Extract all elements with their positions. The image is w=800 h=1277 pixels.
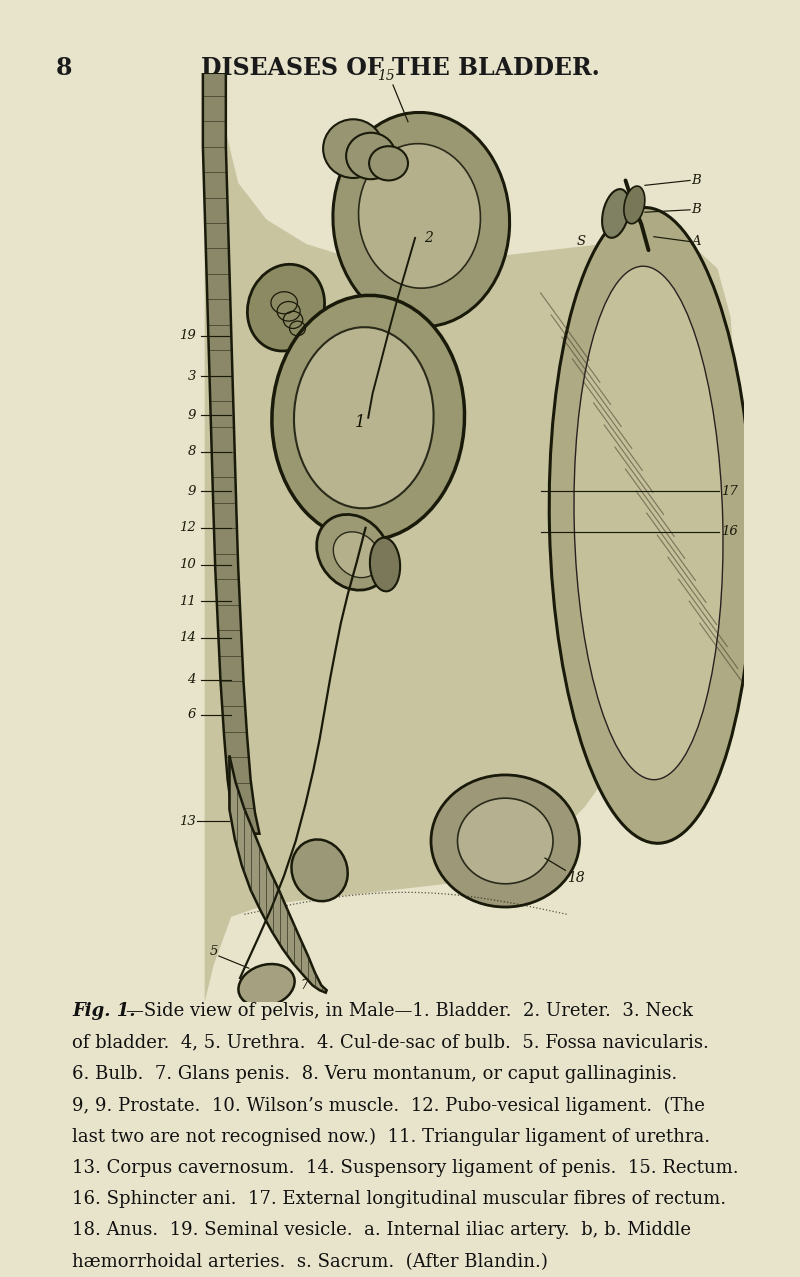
Text: 9, 9. Prostate.  10. Wilson’s muscle.  12. Pubo-vesical ligament.  (The: 9, 9. Prostate. 10. Wilson’s muscle. 12.… bbox=[72, 1096, 705, 1115]
Ellipse shape bbox=[602, 189, 630, 238]
Text: 8: 8 bbox=[56, 56, 73, 80]
Text: —Side view of pelvis, in Male—1. Bladder.  2. Ureter.  3. Neck: —Side view of pelvis, in Male—1. Bladder… bbox=[126, 1002, 694, 1020]
Text: DISEASES OF THE BLADDER.: DISEASES OF THE BLADDER. bbox=[201, 56, 599, 80]
Text: B: B bbox=[691, 174, 701, 186]
Text: Fig. 1.: Fig. 1. bbox=[72, 1002, 135, 1020]
Text: last two are not recognised now.)  11. Triangular ligament of urethra.: last two are not recognised now.) 11. Tr… bbox=[72, 1128, 710, 1145]
Text: 18: 18 bbox=[567, 871, 585, 885]
Text: 3: 3 bbox=[187, 369, 196, 383]
Text: 16: 16 bbox=[721, 525, 738, 538]
Ellipse shape bbox=[317, 515, 390, 590]
Ellipse shape bbox=[333, 112, 510, 327]
Ellipse shape bbox=[294, 327, 434, 508]
Text: 18. Anus.  19. Seminal vesicle.  a. Internal iliac artery.  b, b. Middle: 18. Anus. 19. Seminal vesicle. a. Intern… bbox=[72, 1221, 691, 1240]
Ellipse shape bbox=[624, 186, 645, 223]
Ellipse shape bbox=[574, 266, 723, 780]
Ellipse shape bbox=[358, 143, 481, 289]
Ellipse shape bbox=[370, 538, 400, 591]
Text: 6. Bulb.  7. Glans penis.  8. Veru montanum, or caput gallinaginis.: 6. Bulb. 7. Glans penis. 8. Veru montanu… bbox=[72, 1065, 678, 1083]
Text: S: S bbox=[577, 235, 586, 248]
Text: of bladder.  4, 5. Urethra.  4. Cul-de-sac of bulb.  5. Fossa navicularis.: of bladder. 4, 5. Urethra. 4. Cul-de-sac… bbox=[72, 1034, 709, 1052]
Text: hæmorrhoidal arteries.  s. Sacrum.  (After Blandin.): hæmorrhoidal arteries. s. Sacrum. (After… bbox=[72, 1253, 548, 1271]
Ellipse shape bbox=[291, 839, 348, 902]
Ellipse shape bbox=[369, 146, 408, 180]
Ellipse shape bbox=[247, 264, 325, 351]
Text: 1: 1 bbox=[355, 414, 366, 432]
Polygon shape bbox=[205, 73, 735, 1002]
Text: 16. Sphincter ani.  17. External longitudinal muscular fibres of rectum.: 16. Sphincter ani. 17. External longitud… bbox=[72, 1190, 726, 1208]
Text: 5: 5 bbox=[210, 945, 218, 958]
Text: 4: 4 bbox=[187, 673, 196, 686]
Text: 9: 9 bbox=[187, 485, 196, 498]
Text: 17: 17 bbox=[721, 485, 738, 498]
Ellipse shape bbox=[346, 133, 396, 179]
Text: 6: 6 bbox=[187, 709, 196, 722]
Ellipse shape bbox=[550, 207, 753, 843]
Text: 7: 7 bbox=[300, 978, 308, 992]
Ellipse shape bbox=[458, 798, 553, 884]
Text: 10: 10 bbox=[179, 558, 196, 571]
Text: 19: 19 bbox=[179, 329, 196, 342]
Text: 8: 8 bbox=[187, 446, 196, 458]
Text: 11: 11 bbox=[179, 595, 196, 608]
Text: 13. Corpus cavernosum.  14. Suspensory ligament of penis.  15. Rectum.: 13. Corpus cavernosum. 14. Suspensory li… bbox=[72, 1160, 738, 1177]
Text: 2: 2 bbox=[424, 231, 433, 245]
Ellipse shape bbox=[334, 531, 380, 577]
Ellipse shape bbox=[323, 119, 383, 178]
Text: A: A bbox=[691, 235, 701, 248]
Text: B: B bbox=[691, 203, 701, 216]
Text: 13: 13 bbox=[179, 815, 196, 827]
Ellipse shape bbox=[238, 964, 294, 1006]
Text: 12: 12 bbox=[179, 521, 196, 534]
Text: 14: 14 bbox=[179, 631, 196, 645]
Ellipse shape bbox=[431, 775, 579, 907]
Text: 15: 15 bbox=[377, 69, 394, 83]
Polygon shape bbox=[230, 756, 326, 992]
Polygon shape bbox=[203, 73, 259, 834]
Text: 9: 9 bbox=[187, 409, 196, 421]
Ellipse shape bbox=[272, 295, 465, 540]
